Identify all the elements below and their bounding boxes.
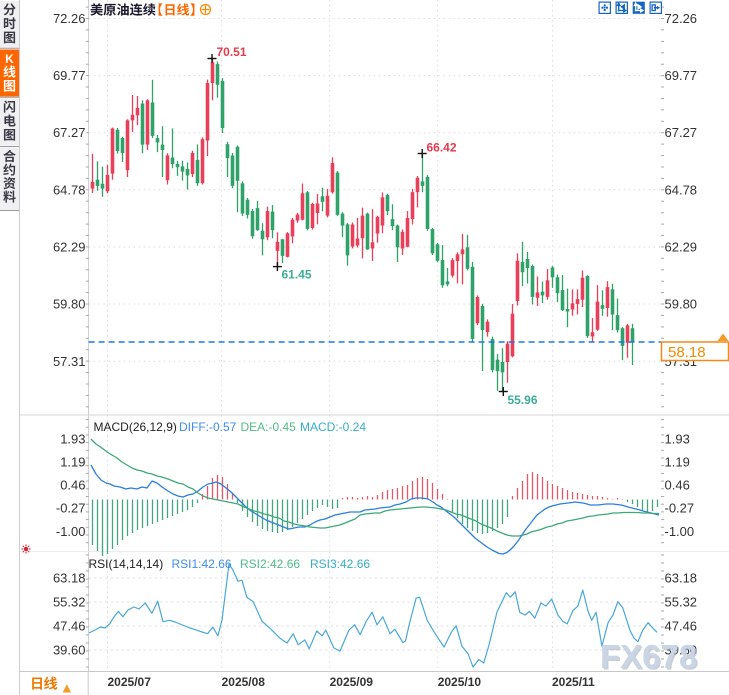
svg-text:FX678: FX678 (602, 640, 699, 677)
svg-text:-0.27: -0.27 (665, 501, 695, 516)
svg-text:59.80: 59.80 (53, 297, 86, 312)
svg-text:59.80: 59.80 (665, 297, 698, 312)
svg-text:2025/10: 2025/10 (438, 675, 482, 689)
svg-text:72.26: 72.26 (665, 11, 698, 26)
svg-text:62.29: 62.29 (53, 240, 86, 255)
svg-text:1.19: 1.19 (60, 455, 85, 470)
svg-text:MACD:-0.24: MACD:-0.24 (300, 420, 366, 434)
svg-text:62.29: 62.29 (665, 240, 698, 255)
svg-text:K: K (5, 52, 14, 66)
svg-text:RSI2:42.66: RSI2:42.66 (240, 557, 300, 571)
svg-text:DEA:-0.45: DEA:-0.45 (241, 420, 297, 434)
svg-text:RSI(14,14,14): RSI(14,14,14) (89, 557, 164, 571)
svg-text:69.77: 69.77 (665, 68, 698, 83)
svg-text:61.45: 61.45 (282, 268, 312, 282)
svg-text:67.27: 67.27 (53, 125, 86, 140)
svg-text:67.27: 67.27 (665, 125, 698, 140)
svg-text:64.78: 64.78 (665, 182, 698, 197)
svg-text:64.78: 64.78 (53, 182, 86, 197)
svg-text:MACD(26,12,9): MACD(26,12,9) (94, 420, 177, 434)
svg-text:2025/11: 2025/11 (552, 675, 595, 689)
svg-text:0.46: 0.46 (665, 478, 690, 493)
svg-text:58.18: 58.18 (668, 344, 706, 361)
svg-text:69.77: 69.77 (53, 68, 86, 83)
svg-text:2025/07: 2025/07 (108, 675, 152, 689)
svg-text:63.18: 63.18 (665, 571, 698, 586)
svg-text:2025/08: 2025/08 (222, 675, 266, 689)
svg-text:55.32: 55.32 (665, 595, 698, 610)
svg-text:66.42: 66.42 (427, 141, 457, 155)
svg-text:47.46: 47.46 (53, 619, 86, 634)
svg-text:72.26: 72.26 (53, 11, 86, 26)
svg-text:-0.27: -0.27 (56, 501, 86, 516)
svg-text:63.18: 63.18 (53, 571, 86, 586)
svg-text:FX678: FX678 (600, 638, 697, 675)
svg-text:57.31: 57.31 (53, 354, 86, 369)
svg-text:70.51: 70.51 (217, 45, 247, 59)
svg-text:55.32: 55.32 (53, 595, 86, 610)
svg-text:1.93: 1.93 (665, 432, 690, 447)
svg-text:DIFF:-0.57: DIFF:-0.57 (179, 420, 237, 434)
svg-text:1.93: 1.93 (60, 432, 85, 447)
svg-text:-1.00: -1.00 (56, 524, 86, 539)
svg-text:1.19: 1.19 (665, 455, 690, 470)
svg-text:0.46: 0.46 (60, 478, 85, 493)
svg-text:RSI3:42.66: RSI3:42.66 (310, 557, 370, 571)
svg-text:55.96: 55.96 (508, 393, 538, 407)
svg-text:39.60: 39.60 (53, 643, 86, 658)
svg-text:2025/09: 2025/09 (330, 675, 374, 689)
svg-text:RSI1:42.66: RSI1:42.66 (172, 557, 232, 571)
svg-text:39.60: 39.60 (665, 643, 698, 658)
svg-text:-1.00: -1.00 (665, 524, 695, 539)
svg-text:47.46: 47.46 (665, 619, 698, 634)
